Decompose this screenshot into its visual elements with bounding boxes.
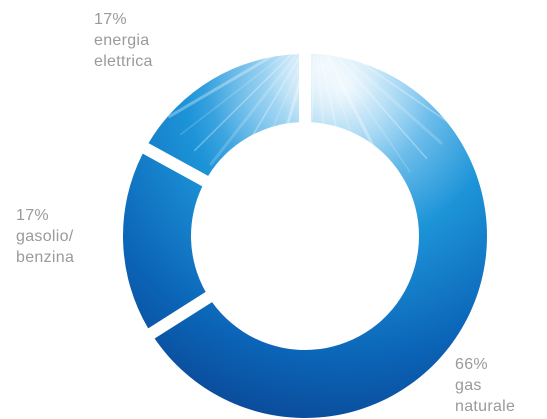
slice-label-gas-percent: 66%	[455, 356, 488, 373]
slice-label-electric: 17% energia elettrica	[94, 9, 153, 72]
slice-label-diesel-percent: 17%	[16, 207, 49, 224]
slice-label-diesel: 17% gasolio/ benzina	[16, 205, 74, 268]
slice-label-electric-line-1: energia	[94, 32, 150, 49]
slice-label-electric-percent: 17%	[94, 11, 127, 28]
ring-highlight	[193, 54, 453, 196]
slice-label-gas: 66% gas naturale	[455, 354, 515, 417]
slice-label-diesel-line-1: gasolio/	[16, 228, 74, 245]
donut-slice-diesel	[122, 153, 206, 329]
slice-label-gas-line-2: naturale	[455, 398, 516, 415]
slice-label-diesel-line-2: benzina	[16, 249, 75, 266]
slice-label-electric-line-2: elettrica	[94, 53, 153, 70]
slice-label-gas-line-1: gas	[455, 377, 482, 394]
